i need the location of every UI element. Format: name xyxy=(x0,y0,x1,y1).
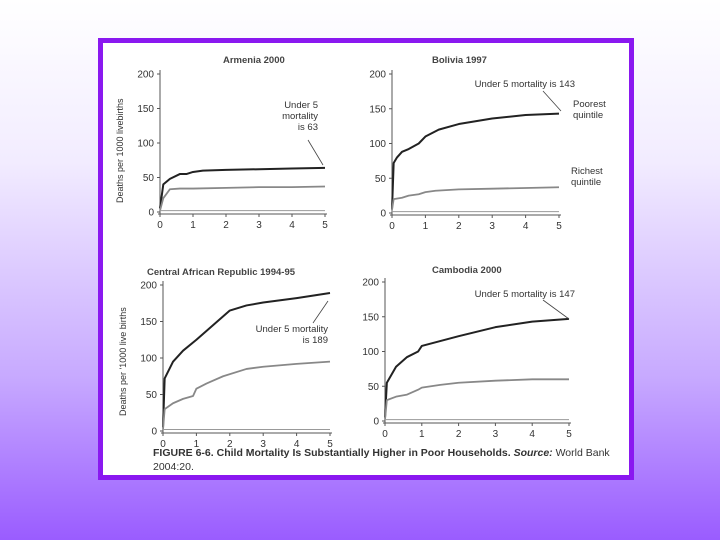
x-tick-label: 0 xyxy=(382,429,388,440)
series-line-richest xyxy=(384,378,569,420)
series-line-richest xyxy=(391,186,560,210)
x-tick-label: 1 xyxy=(419,429,425,440)
y-tick-label: 200 xyxy=(362,278,379,289)
series-line-poorest xyxy=(384,317,570,418)
annotation-text: Under 5 mortality is 147 xyxy=(475,289,575,300)
x-tick-label: 5 xyxy=(566,429,572,440)
x-tick-label: 0 xyxy=(160,439,166,450)
series-label: Richest xyxy=(571,166,603,177)
x-tick-label: 2 xyxy=(456,429,462,440)
x-tick-label: 4 xyxy=(523,221,529,232)
source-text: World Bank 2004:20. xyxy=(153,447,610,473)
x-tick-label: 4 xyxy=(289,220,295,231)
annotation-text: Under 5 xyxy=(284,100,318,111)
y-tick-label: 100 xyxy=(140,354,157,365)
x-tick-label: 1 xyxy=(423,221,429,232)
x-tick-label: 3 xyxy=(256,220,262,231)
series-line-richest xyxy=(159,185,326,211)
series-line-poorest xyxy=(391,112,560,210)
series-label: quintile xyxy=(571,177,601,188)
annotation-leader xyxy=(542,90,562,112)
y-tick-label: 150 xyxy=(140,317,157,328)
x-tick-label: 3 xyxy=(489,221,495,232)
annotation-text: mortality xyxy=(282,111,318,122)
y-tick-label: 50 xyxy=(146,390,158,401)
y-tick-label: 200 xyxy=(369,70,386,81)
figure-caption: FIGURE 6-6. Child Mortality Is Substanti… xyxy=(153,446,623,474)
y-tick-label: 0 xyxy=(380,209,386,220)
y-axis-label: Deaths per 1000 livebirths xyxy=(115,98,125,203)
series-label: Poorest xyxy=(573,99,606,110)
x-tick-label: 3 xyxy=(493,429,499,440)
y-tick-label: 50 xyxy=(368,382,380,393)
annotation-text: Under 5 mortality is 143 xyxy=(475,79,575,90)
y-tick-label: 0 xyxy=(148,208,154,219)
y-tick-label: 200 xyxy=(137,70,154,81)
figure-frame: Armenia 2000 0 50 100 150 200 0 1 2 3 4 5 Deaths per… xyxy=(98,38,634,480)
annotation-leader xyxy=(312,300,329,324)
x-tick-label: 2 xyxy=(227,439,233,450)
y-tick-label: 50 xyxy=(375,174,387,185)
x-tick-label: 4 xyxy=(529,429,535,440)
annotation-text: is 63 xyxy=(298,122,318,133)
annotation-text: is 189 xyxy=(303,335,328,346)
x-tick-label: 5 xyxy=(322,220,328,231)
source-label: Source: xyxy=(513,447,553,459)
x-tick-label: 4 xyxy=(294,439,300,450)
y-tick-label: 150 xyxy=(137,104,154,115)
caption-label: FIGURE 6-6. xyxy=(153,447,214,459)
y-tick-label: 0 xyxy=(151,427,157,438)
y-tick-label: 0 xyxy=(373,417,379,428)
y-tick-label: 150 xyxy=(362,312,379,323)
x-tick-label: 5 xyxy=(556,221,562,232)
series-label: quintile xyxy=(573,110,603,121)
series-line-richest xyxy=(162,360,331,430)
x-tick-label: 2 xyxy=(456,221,462,232)
chart-title: Cambodia 2000 xyxy=(432,265,502,276)
x-tick-label: 0 xyxy=(389,221,395,232)
series-line-poorest xyxy=(162,292,331,428)
annotation-leader xyxy=(307,139,324,166)
x-tick-label: 3 xyxy=(260,439,266,450)
y-tick-label: 200 xyxy=(140,281,157,292)
y-tick-label: 150 xyxy=(369,104,386,115)
chart-title: Armenia 2000 xyxy=(223,55,285,66)
annotation-text: Under 5 mortality xyxy=(256,324,329,335)
x-tick-label: 5 xyxy=(327,439,333,450)
annotation-leader xyxy=(542,299,570,320)
x-tick-label: 2 xyxy=(223,220,229,231)
x-tick-label: 1 xyxy=(194,439,200,450)
series-line-poorest xyxy=(159,166,326,209)
y-tick-label: 50 xyxy=(143,173,155,184)
chart-title: Central African Republic 1994-95 xyxy=(147,267,296,278)
y-tick-label: 100 xyxy=(362,347,379,358)
y-tick-label: 100 xyxy=(137,139,154,150)
chart-title: Bolivia 1997 xyxy=(432,55,487,66)
x-tick-label: 1 xyxy=(190,220,196,231)
y-axis-label: Deaths per '1000 live births xyxy=(118,307,128,416)
y-tick-label: 100 xyxy=(369,139,386,150)
x-tick-label: 0 xyxy=(157,220,163,231)
caption-title: Child Mortality Is Substantially Higher … xyxy=(216,447,511,459)
